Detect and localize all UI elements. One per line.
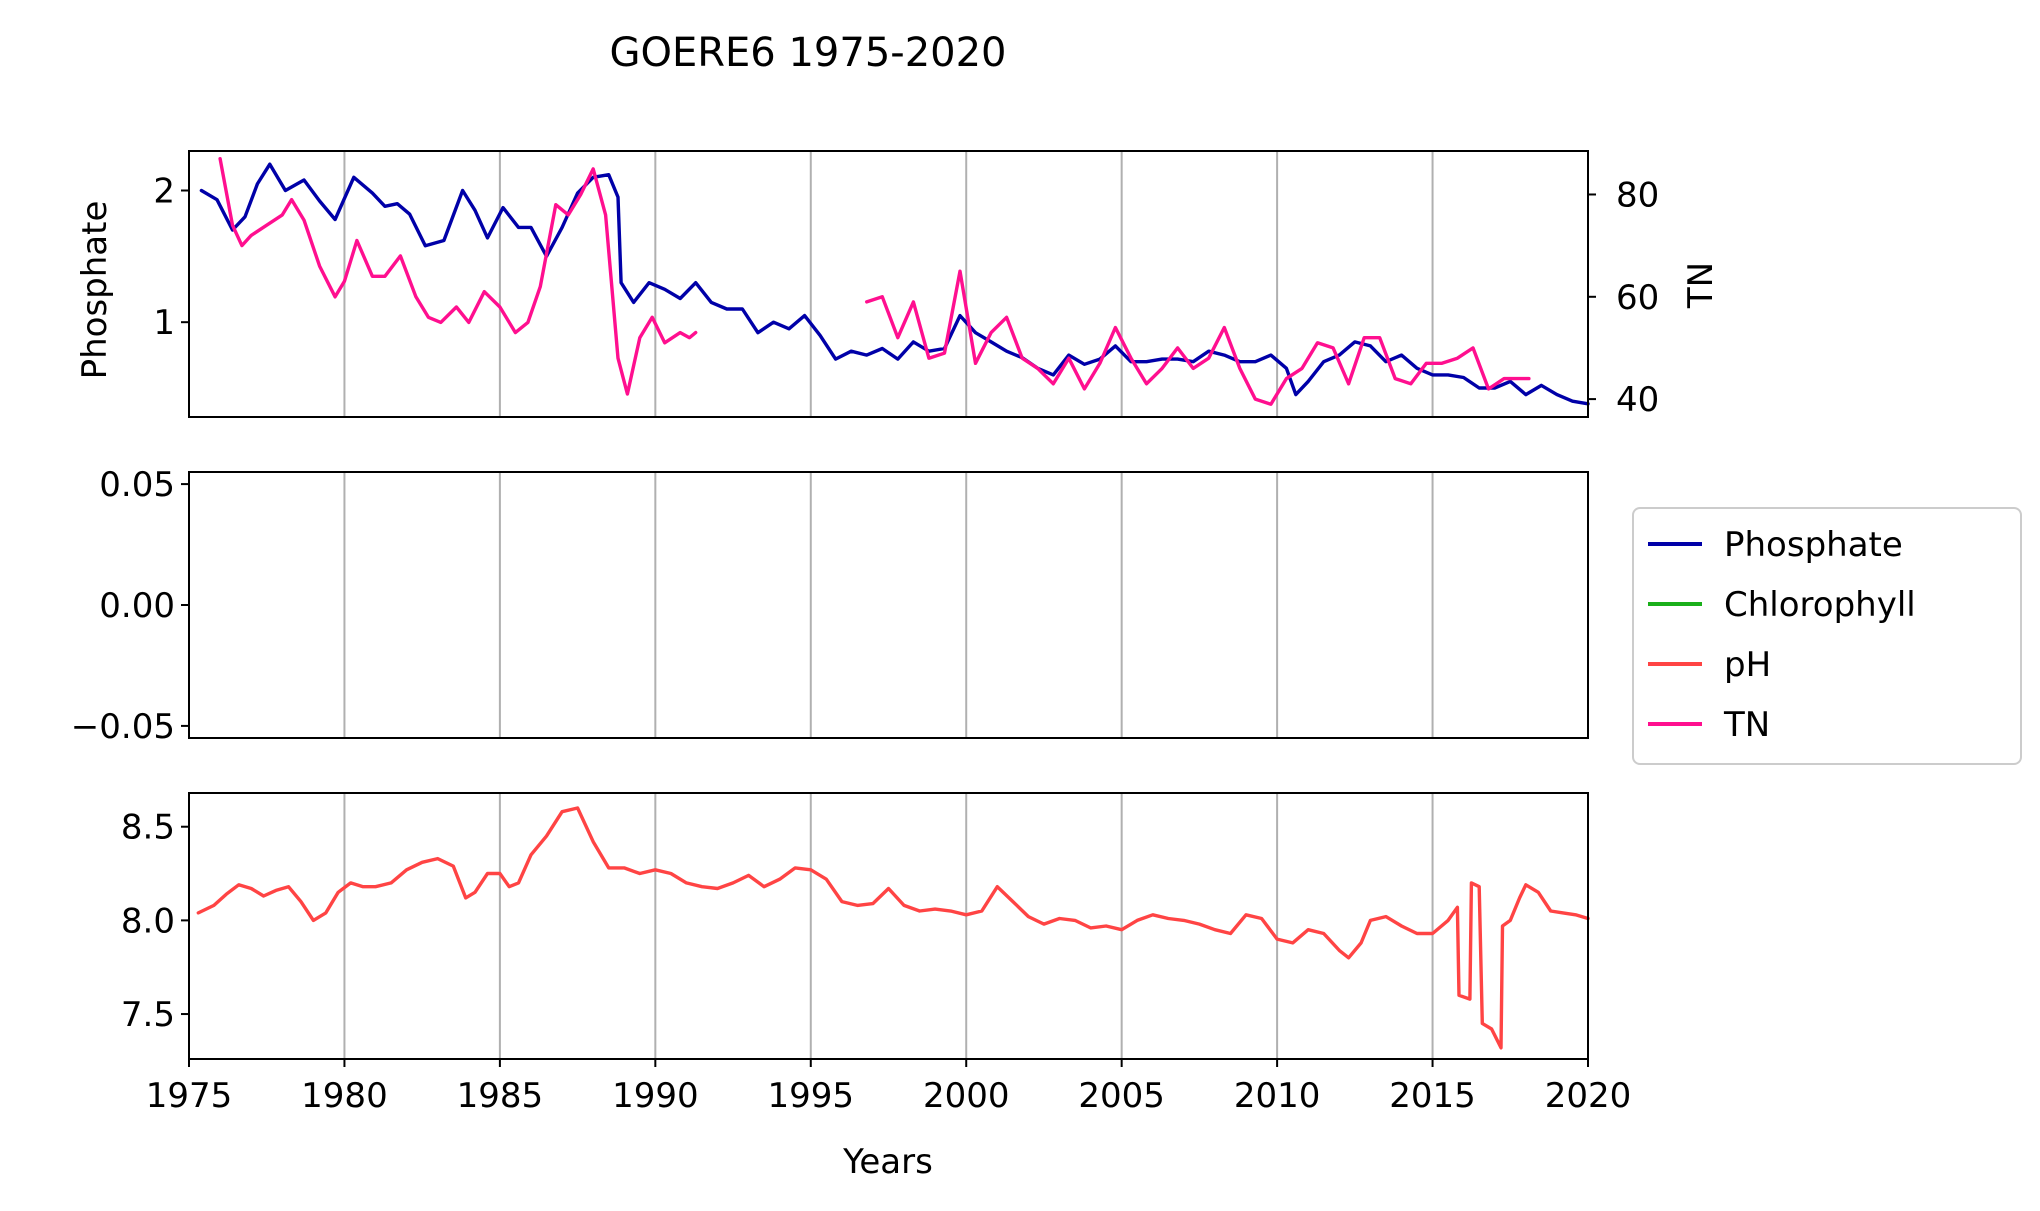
y-tick-label: 8.0 xyxy=(121,901,175,941)
x-tick-label: 1995 xyxy=(768,1076,855,1116)
series-line-ph xyxy=(196,806,1590,1050)
y-tick-label: 7.5 xyxy=(121,995,175,1035)
x-tick-label: 1980 xyxy=(301,1076,388,1116)
x-tick-label: 1985 xyxy=(457,1076,544,1116)
y2-tick-label: 80 xyxy=(1616,175,1659,215)
chlorophyll-panel: 0.05 0.00 −0.05 xyxy=(71,465,1589,747)
y2-tick-label: 40 xyxy=(1616,380,1659,420)
y-tick-label: 1 xyxy=(153,303,175,343)
y-tick-label: 0.05 xyxy=(99,465,175,505)
legend-label: Phosphate xyxy=(1724,525,1903,565)
x-tick-label: 2005 xyxy=(1078,1076,1165,1116)
chart-title: GOERE6 1975-2020 xyxy=(609,30,1006,76)
series-line-tn xyxy=(218,157,698,396)
legend-label: Chlorophyll xyxy=(1724,585,1916,625)
phosphate-tn-panel: 1 2 40 60 80 xyxy=(153,150,1659,420)
legend-label: pH xyxy=(1724,645,1771,685)
x-tick-label: 1990 xyxy=(612,1076,699,1116)
x-tick-label: 2020 xyxy=(1545,1076,1632,1116)
axes-frame xyxy=(188,471,1589,739)
y-tick-label: 2 xyxy=(153,172,175,212)
series-line-phosphate xyxy=(199,162,1590,406)
x-tick-label: 1975 xyxy=(146,1076,233,1116)
x-tick-label: 2015 xyxy=(1389,1076,1476,1116)
y-tick-label: 8.5 xyxy=(121,808,175,848)
x-tick-label: 2000 xyxy=(923,1076,1010,1116)
y-tick-label: 0.00 xyxy=(99,586,175,626)
series-line-tn xyxy=(865,269,1531,406)
ph-panel: 7.5 8.0 8.5 1975 1980 1985 1990 1995 2000 2005 201… xyxy=(121,792,1632,1116)
axes-frame xyxy=(188,150,1589,418)
x-axis-label: Years xyxy=(842,1142,933,1182)
y2-tick-label: 60 xyxy=(1616,278,1659,318)
legend-label: TN xyxy=(1723,705,1770,745)
axes-frame xyxy=(188,792,1589,1060)
legend: Phosphate Chlorophyll pH TN xyxy=(1632,507,2022,765)
y-tick-label: −0.05 xyxy=(71,707,175,747)
y-axis-label-phosphate: Phosphate xyxy=(75,201,115,380)
x-tick-label: 2010 xyxy=(1234,1076,1321,1116)
legend-box xyxy=(1632,507,2022,765)
y-axis-label-tn: TN xyxy=(1681,262,1721,309)
